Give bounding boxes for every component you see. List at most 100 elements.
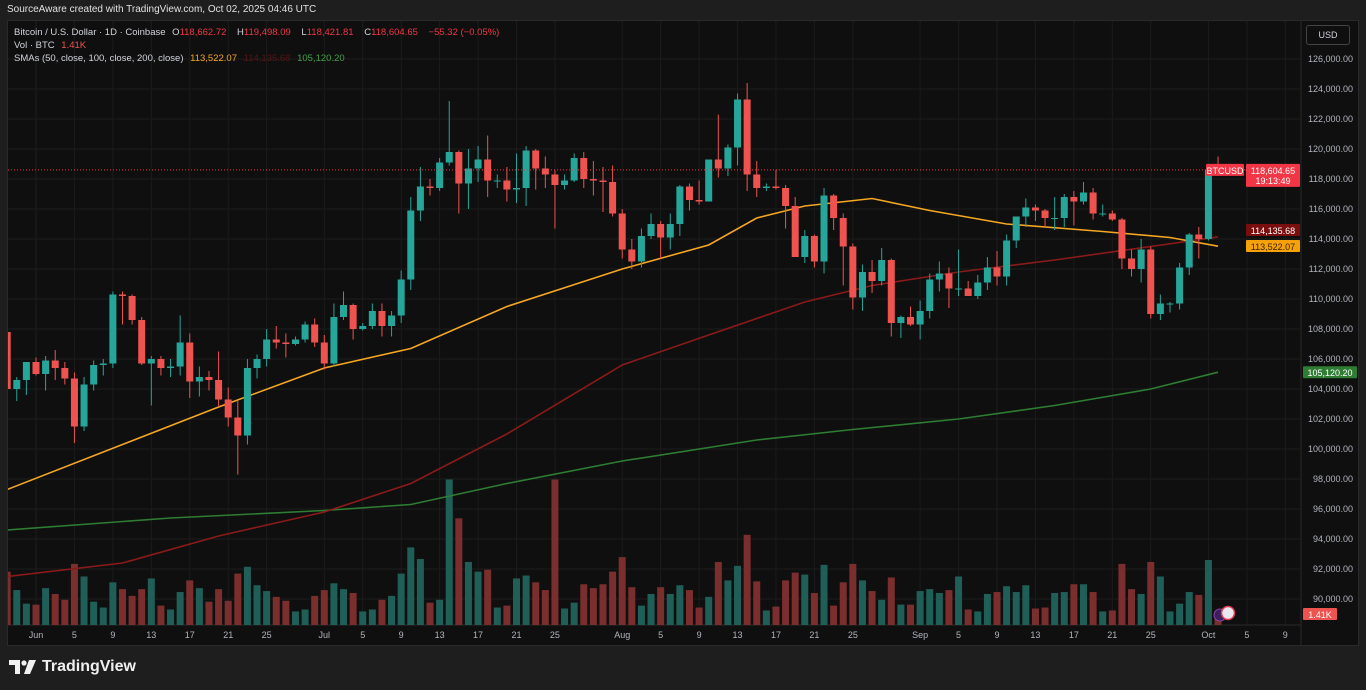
volume-bar <box>637 605 645 625</box>
volume-bar <box>1060 592 1068 625</box>
volume-bar <box>291 611 299 625</box>
candle-body <box>359 326 367 329</box>
candle-body <box>195 377 203 382</box>
volume-bar <box>359 611 367 625</box>
candle-body <box>964 288 972 296</box>
candle-body <box>282 342 290 344</box>
y-tick-label: 102,000.00 <box>1308 414 1353 424</box>
candle-body <box>416 186 424 211</box>
volume-bar <box>1147 561 1155 625</box>
candle-body <box>70 378 78 427</box>
candle-body <box>810 236 818 262</box>
candle-body <box>205 377 213 380</box>
sma50-value: 113,522.07 <box>190 53 237 64</box>
volume-bar <box>551 479 559 625</box>
candle-body <box>695 200 703 202</box>
tradingview-logo[interactable]: TradingView <box>9 658 136 676</box>
volume-bar <box>416 559 424 625</box>
y-tick-label: 112,000.00 <box>1309 264 1353 274</box>
candle-body <box>820 195 828 262</box>
candle-body <box>1070 197 1078 202</box>
volume-bar <box>397 573 405 625</box>
volume-bar <box>243 566 251 625</box>
candle-body <box>1185 234 1193 268</box>
currency-button[interactable]: USD <box>1306 25 1350 45</box>
candle-body <box>705 159 713 202</box>
sma-label[interactable]: SMAs (50, close, 100, close, 200, close) <box>14 53 184 64</box>
volume-bar <box>215 589 223 625</box>
volume-label[interactable]: Vol · BTC <box>14 40 55 51</box>
candle-body <box>551 174 559 185</box>
y-tick-label: 110,000.00 <box>1309 294 1353 304</box>
volume-tag <box>1303 608 1337 620</box>
candle-body <box>436 162 444 188</box>
ohlc-high: H119,498.09 <box>237 27 291 38</box>
x-tick-label: Oct <box>1201 630 1216 640</box>
candle-body <box>830 195 838 218</box>
candle-body <box>1166 303 1174 305</box>
x-tick-label: 13 <box>435 630 445 640</box>
volume-bar <box>1012 592 1020 625</box>
volume-bar <box>695 607 703 625</box>
y-tick-label: 124,000.00 <box>1308 84 1353 94</box>
volume-bar <box>493 607 501 625</box>
x-tick-label: 21 <box>1107 630 1117 640</box>
x-tick-label: 5 <box>956 630 961 640</box>
candle-body <box>407 210 415 280</box>
candle-body <box>1147 249 1155 314</box>
volume-bar <box>589 588 597 625</box>
volume-bar <box>878 599 886 625</box>
y-tick-label: 96,000.00 <box>1313 504 1353 514</box>
candle-body <box>589 179 597 181</box>
sma200-value: 105,120.20 <box>297 53 345 64</box>
candle-body <box>1089 192 1097 214</box>
candle-body <box>647 224 655 236</box>
volume-bar <box>90 601 98 625</box>
volume-bar <box>176 592 184 625</box>
candle-body <box>676 186 684 224</box>
volume-bar <box>858 580 866 625</box>
candle-body <box>99 363 107 365</box>
volume-bar <box>820 564 828 625</box>
volume-bar <box>407 547 415 625</box>
volume-bar <box>8 571 11 625</box>
volume-bar <box>128 595 136 625</box>
y-tick-label: 90,000.00 <box>1313 594 1353 604</box>
volume-bar <box>186 580 194 625</box>
volume-bar <box>118 589 126 625</box>
volume-bar <box>426 602 434 625</box>
candle-body <box>657 224 665 238</box>
volume-bar <box>772 606 780 625</box>
price-chart[interactable]: 90,000.00 92,000.00 94,000.00 96,000.00 98,0… <box>8 21 1360 647</box>
volume-bar <box>1128 589 1136 625</box>
candle-body <box>916 311 924 325</box>
y-tick-label: 120,000.00 <box>1308 144 1353 154</box>
candle-body <box>541 168 549 175</box>
candle-body <box>1195 234 1203 239</box>
chart-panel[interactable]: 90,000.00 92,000.00 94,000.00 96,000.00 98,0… <box>7 20 1360 647</box>
candle-body <box>897 317 905 323</box>
candle-body <box>666 224 674 238</box>
candle-body <box>464 168 472 184</box>
volume-bar <box>474 571 482 625</box>
volume-bar <box>570 602 578 625</box>
candle-body <box>1108 213 1116 220</box>
volume-bar <box>801 574 809 625</box>
candle-body <box>561 180 569 185</box>
volume-bar <box>1031 608 1039 625</box>
sma-legend: SMAs (50, close, 100, close, 200, close)… <box>14 53 349 64</box>
x-tick-label: 25 <box>550 630 560 640</box>
volume-bar <box>868 591 876 625</box>
volume-bar <box>714 561 722 625</box>
candle-body <box>167 366 175 368</box>
candle-body <box>330 317 338 364</box>
volume-bar <box>301 609 309 625</box>
candle-body <box>522 150 530 188</box>
y-tick-label: 122,000.00 <box>1308 114 1353 124</box>
volume-bar <box>340 589 348 625</box>
symbol-name[interactable]: Bitcoin / U.S. Dollar · 1D · Coinbase <box>14 27 166 38</box>
candle-body <box>907 317 915 325</box>
volume-bar <box>368 609 376 625</box>
candle-body <box>637 236 645 262</box>
volume-bar <box>157 605 165 625</box>
